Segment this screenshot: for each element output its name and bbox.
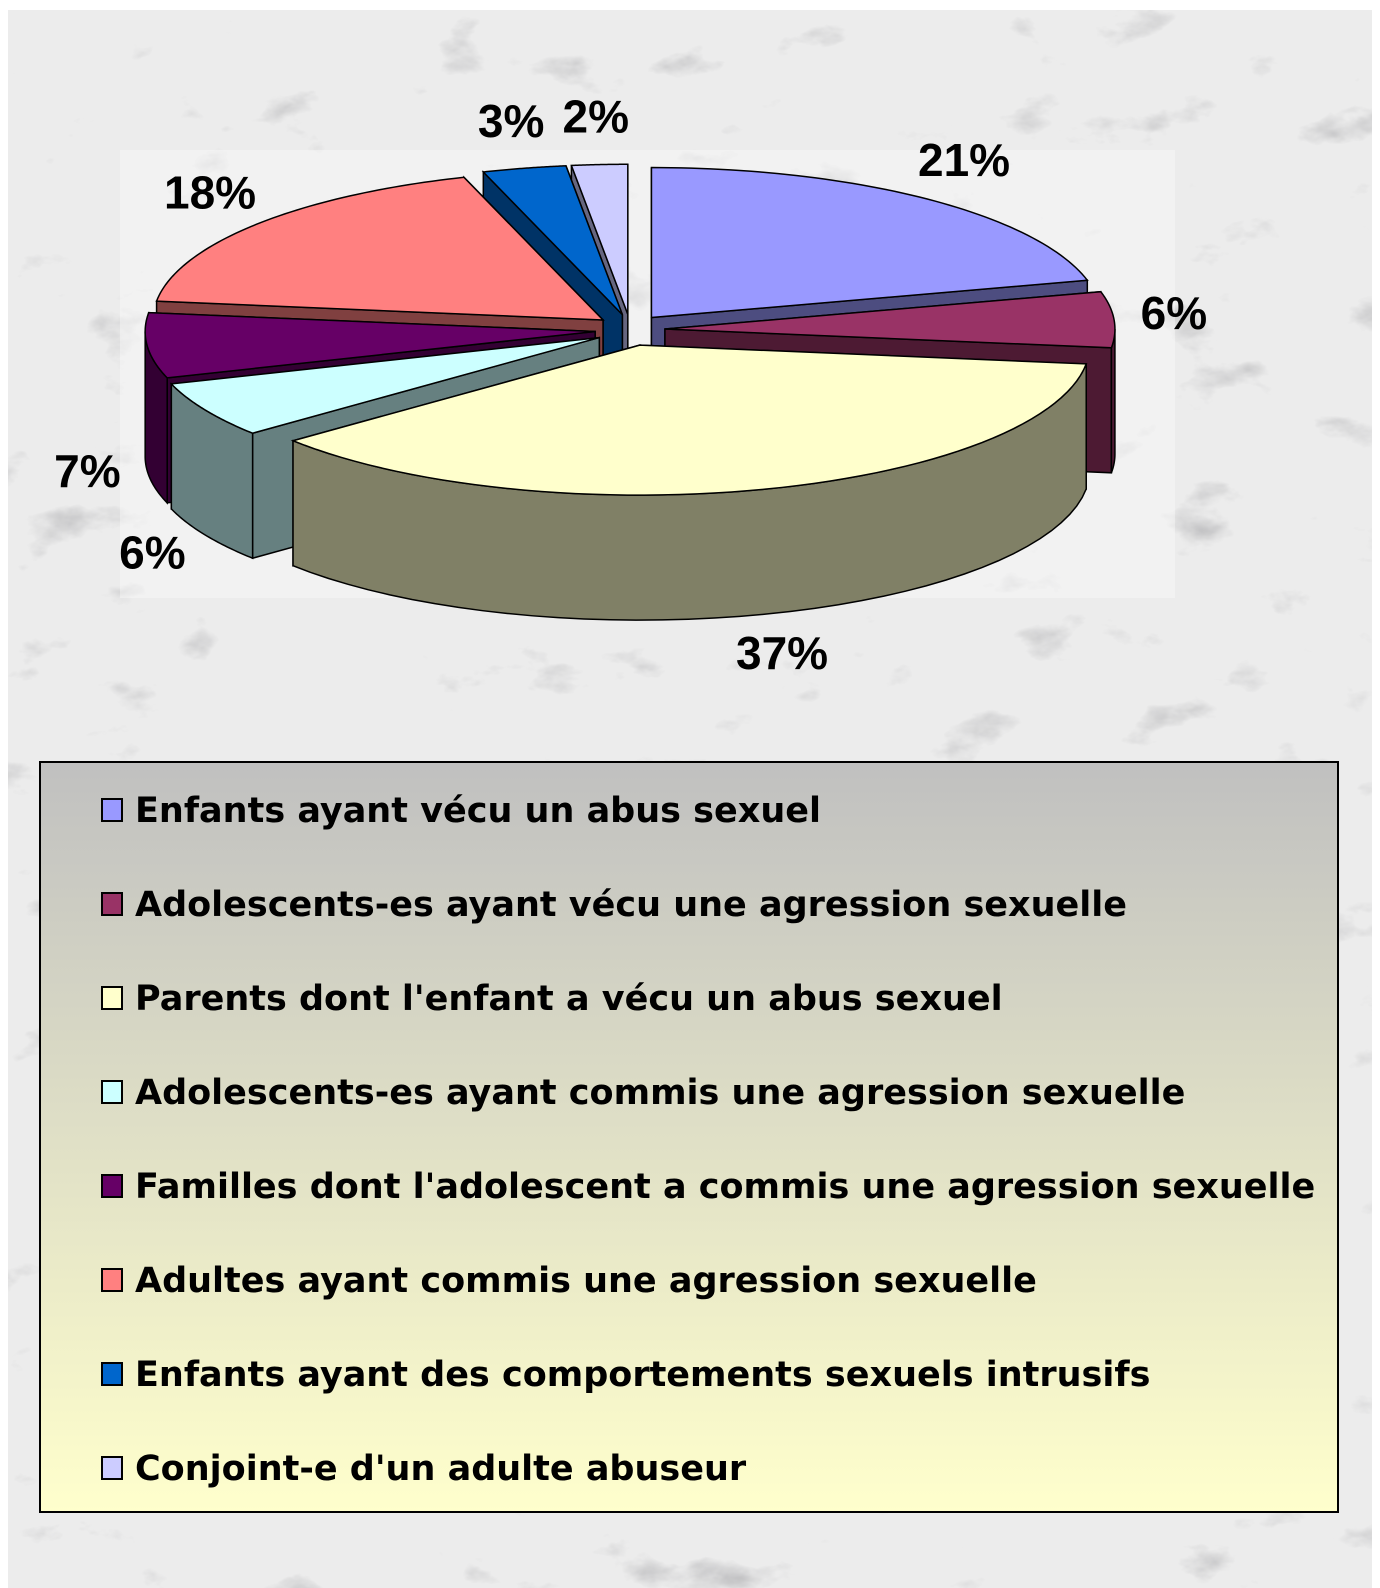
- legend-swatch: [101, 892, 123, 916]
- data-label: 21%: [918, 134, 1010, 186]
- slice: [169, 336, 600, 434]
- slice: [650, 166, 1089, 319]
- legend-label: Parents dont l'enfant a vécu un abus sex…: [135, 979, 1003, 1019]
- slice: [290, 344, 1088, 496]
- legend-swatch: [101, 798, 123, 822]
- slice: [155, 176, 605, 321]
- legend-label: Adolescents-es ayant commis une agressio…: [135, 1073, 1185, 1113]
- legend-swatch: [101, 1456, 123, 1480]
- legend: [39, 761, 1339, 1513]
- data-label: 6%: [1141, 287, 1207, 339]
- legend-label: Familles dont l'adolescent a commis une …: [135, 1167, 1315, 1207]
- legend-label: Enfants ayant vécu un abus sexuel: [135, 791, 821, 831]
- data-label: 6%: [119, 526, 185, 578]
- data-label: 7%: [54, 445, 120, 497]
- slice-side: [1110, 329, 1116, 474]
- slice: [570, 163, 629, 315]
- slice: [144, 311, 596, 379]
- data-label: 37%: [736, 627, 828, 679]
- slice: [481, 165, 624, 316]
- legend-label: Adolescents-es ayant vécu une agression …: [135, 885, 1127, 925]
- legend-label: Adultes ayant commis une agression sexue…: [135, 1261, 1037, 1301]
- legend-swatch: [101, 1268, 123, 1292]
- legend-swatch: [101, 986, 123, 1010]
- data-label: 3%: [478, 95, 544, 147]
- legend-swatch: [101, 1080, 123, 1104]
- data-label: 2%: [563, 91, 629, 143]
- legend-label: Conjoint-e d'un adulte abuseur: [135, 1449, 747, 1489]
- legend-swatch: [101, 1174, 123, 1198]
- legend-swatch: [101, 1362, 123, 1386]
- legend-label: Enfants ayant des comportements sexuels …: [135, 1355, 1150, 1395]
- data-label: 18%: [164, 166, 256, 218]
- slice: [664, 290, 1116, 349]
